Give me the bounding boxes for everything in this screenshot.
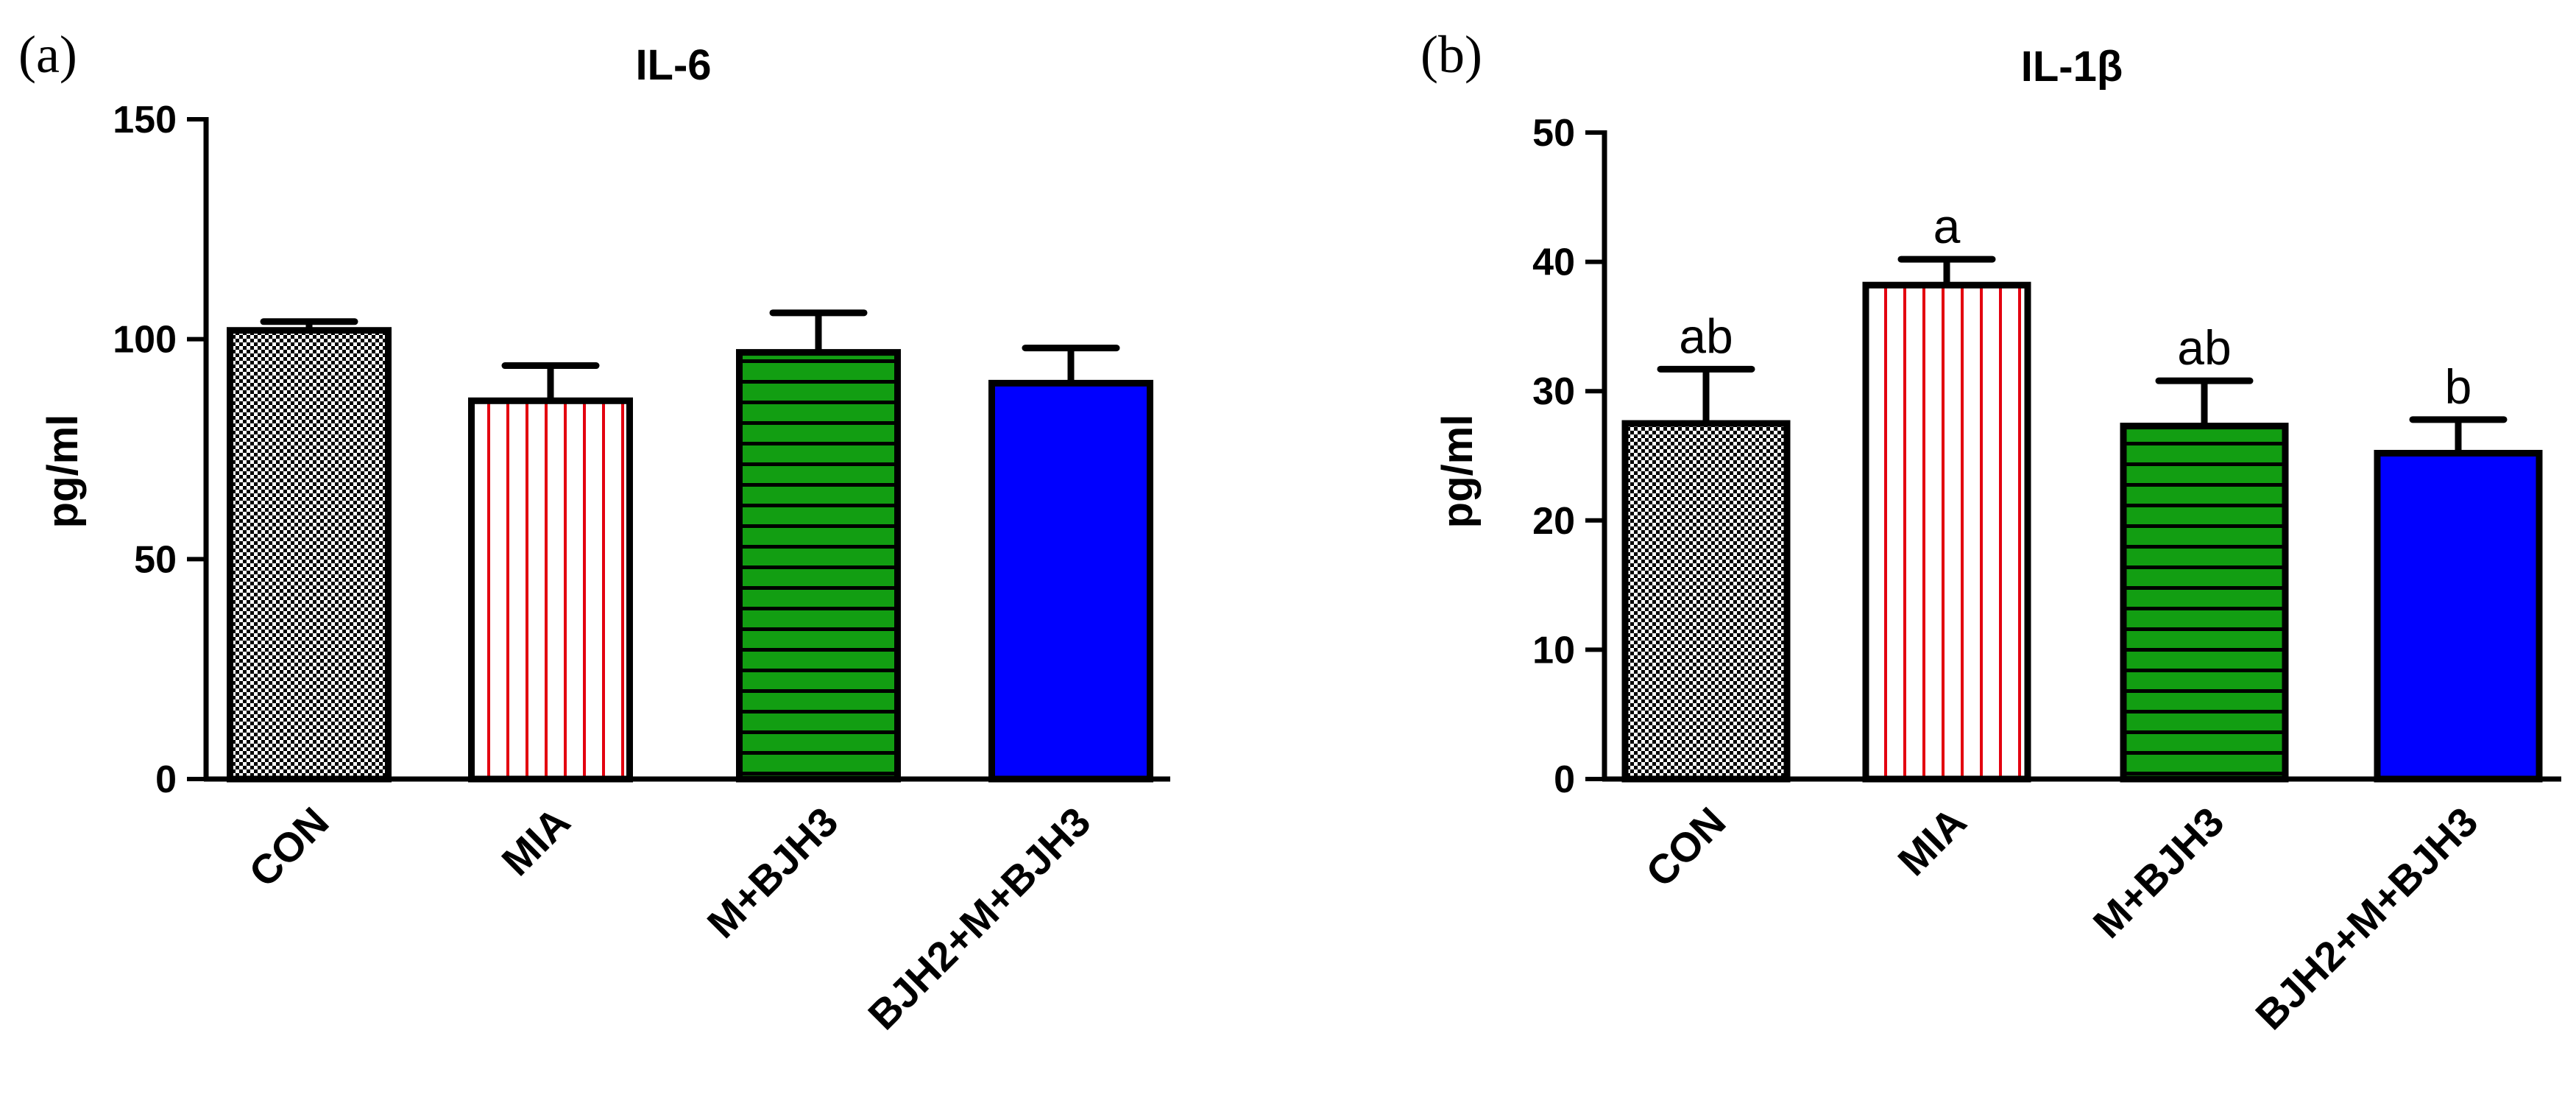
chart-panel-b: (b) IL-1β pg/ml 0 10 20 30 40 50 ab a ab b CON MI… xyxy=(1420,25,2561,1038)
panel-a-y-tick-label: 0 xyxy=(155,758,177,801)
panel-b-y-ticks: 0 10 20 30 40 50 xyxy=(1532,112,1604,801)
chart-panel-a: (a) IL-6 pg/ml 0 50 100 150 CON MIA M+BJH3 BJH… xyxy=(18,25,1170,1038)
panel-b-y-tick-label: 20 xyxy=(1532,500,1575,543)
panel-a-category-label-mia: MIA xyxy=(492,798,578,884)
panel-a-error-bar-mia xyxy=(501,362,600,401)
panel-a-error-bar-bjh2-m-bjh3 xyxy=(1022,345,1120,384)
panel-b-bar-mia xyxy=(1862,281,2031,783)
panel-b-significance-mia: a xyxy=(1933,199,1961,253)
panel-b-significance-con: ab xyxy=(1679,309,1733,363)
panel-a-bar-m-bjh3 xyxy=(736,349,901,783)
panel-b-y-axis-label: pg/ml xyxy=(1434,415,1482,529)
panel-b-significance-m-bjh3: ab xyxy=(2177,320,2231,375)
panel-b-bars xyxy=(1621,281,2543,783)
panel-b-bar-con xyxy=(1621,420,1791,783)
panel-a-y-axis-label: pg/ml xyxy=(39,415,87,529)
panel-a-bars xyxy=(227,327,1153,783)
panel-b-y-tick-label: 40 xyxy=(1532,242,1575,284)
panel-b-category-label-bjh2-m-bjh3: BJH2+M+BJH3 xyxy=(2246,798,2486,1038)
panel-a-bar-mia xyxy=(468,397,633,783)
panel-b-bar-m-bjh3 xyxy=(2120,423,2289,783)
panel-b-error-bar-m-bjh3 xyxy=(2155,377,2254,426)
panel-a-error-bar-m-bjh3 xyxy=(769,309,868,353)
panel-b-error-bar-mia xyxy=(1897,256,1996,286)
panel-a-category-label-bjh2-m-bjh3: BJH2+M+BJH3 xyxy=(859,798,1099,1038)
panel-a-error-bar-con xyxy=(260,318,358,331)
panel-b-category-label-m-bjh3: M+BJH3 xyxy=(2084,798,2233,947)
panel-a-axes xyxy=(203,117,1170,782)
panel-b-y-tick-label: 10 xyxy=(1532,629,1575,672)
panel-a-error-bars xyxy=(260,309,1120,401)
panel-b-y-tick-label: 30 xyxy=(1532,370,1575,413)
panel-a-category-labels: CON MIA M+BJH3 BJH2+M+BJH3 xyxy=(240,798,1100,1038)
panel-b-title: IL-1β xyxy=(2021,43,2123,91)
panel-b-bar-bjh2-m-bjh3 xyxy=(2374,449,2543,783)
panel-a-bar-con xyxy=(227,327,392,783)
panel-b-significance-bjh2-m-bjh3: b xyxy=(2445,359,2472,414)
panel-b-category-label-con: CON xyxy=(1637,798,1735,896)
panel-a-y-tick-label: 50 xyxy=(134,538,177,581)
panel-b-letter: (b) xyxy=(1420,25,1482,84)
panel-a-y-tick-label: 150 xyxy=(113,99,177,141)
panel-a-category-label-m-bjh3: M+BJH3 xyxy=(698,798,847,947)
panel-a-y-tick-label: 100 xyxy=(113,319,177,362)
panel-a-letter: (a) xyxy=(18,25,77,84)
panel-b-axes xyxy=(1602,130,2561,782)
panel-b-significance-labels: ab a ab b xyxy=(1679,199,2471,414)
panel-b-category-label-mia: MIA xyxy=(1889,798,1975,884)
panel-a-bar-bjh2-m-bjh3 xyxy=(988,379,1153,783)
panel-b-error-bars xyxy=(1657,256,2508,454)
panel-b-category-labels: CON MIA M+BJH3 BJH2+M+BJH3 xyxy=(1637,798,2487,1038)
panel-a-category-label-con: CON xyxy=(240,798,338,896)
panel-b-y-tick-label: 50 xyxy=(1532,112,1575,155)
panel-b-y-tick-label: 0 xyxy=(1554,758,1575,801)
panel-b-error-bar-bjh2-m-bjh3 xyxy=(2409,416,2508,454)
panel-a-title: IL-6 xyxy=(635,41,711,89)
panel-a-y-ticks: 0 50 100 150 xyxy=(113,99,206,801)
panel-b-error-bar-con xyxy=(1657,365,1755,424)
